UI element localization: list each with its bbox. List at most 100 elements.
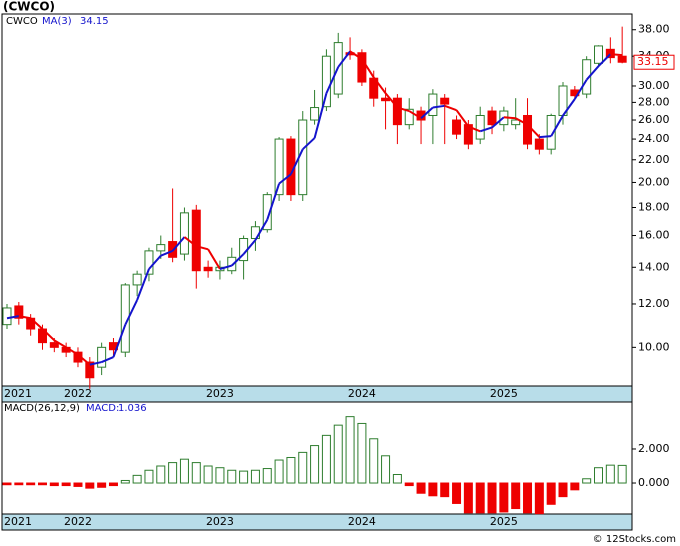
macd-bar <box>168 462 178 484</box>
ma-segment <box>515 117 528 126</box>
y-tick-label: 24.00 <box>638 132 670 145</box>
x-tick-label: 2021 <box>4 387 32 400</box>
macd-bar <box>582 478 592 484</box>
candle-body <box>381 97 391 102</box>
candle-body <box>392 97 402 126</box>
macd-label: MACD: <box>86 403 119 414</box>
macd-bar <box>463 482 473 514</box>
candle-body <box>617 55 627 63</box>
macd-bar <box>369 438 379 484</box>
ma-segment <box>397 106 410 113</box>
y-tick-label: 10.00 <box>638 340 670 353</box>
ma-segment <box>53 339 67 349</box>
ma-segment <box>136 268 150 301</box>
y-tick-label: 14.00 <box>638 260 670 273</box>
ma-segment <box>254 219 269 241</box>
macd-bar <box>97 482 107 488</box>
macd-bar <box>37 482 47 486</box>
macd-bar <box>227 469 237 484</box>
x-tick-label: 2023 <box>206 515 234 528</box>
ma-segment <box>573 79 588 100</box>
footer: © 12Stocks.com <box>593 534 676 545</box>
ma-segment <box>290 148 304 175</box>
candle-body <box>475 114 485 140</box>
ma-segment <box>455 109 470 128</box>
candle-body <box>357 52 367 83</box>
x-tick-label: 2024 <box>348 515 376 528</box>
ma-segment <box>101 356 114 363</box>
macd-bar <box>203 465 213 484</box>
macd-bar <box>61 482 71 487</box>
macd-bar <box>475 482 485 514</box>
ma-legend: MA(3) <box>42 16 72 27</box>
macd-bar <box>144 469 154 484</box>
y-tick-label: 0.000 <box>638 476 670 489</box>
macd-value: 1.036 <box>118 403 147 414</box>
ma-segment <box>597 53 612 67</box>
candle-body <box>605 48 615 59</box>
ma-segment <box>467 125 481 133</box>
ma-segment <box>325 66 340 94</box>
x-tick-label: 2022 <box>64 387 92 400</box>
macd-bar <box>85 482 95 489</box>
ma-segment <box>372 76 387 94</box>
candle-body <box>156 244 166 252</box>
frame <box>1 13 633 531</box>
chart-title: (CWCO) <box>3 0 55 14</box>
ma-segment <box>278 173 292 185</box>
x-tick-label: 2025 <box>490 515 518 528</box>
macd-bar <box>333 424 343 484</box>
macd-bar <box>617 464 627 484</box>
macd-bar <box>428 482 438 497</box>
ma-segment <box>313 92 328 139</box>
macd-bar <box>73 482 83 487</box>
macd-bar <box>558 482 568 498</box>
ma-value: 34.15 <box>80 16 109 27</box>
macd-bar <box>534 482 544 515</box>
macd-bar <box>605 464 615 484</box>
candle-body <box>546 114 556 150</box>
candle-body <box>97 346 107 368</box>
macd-bar <box>14 482 24 486</box>
ma-segment <box>479 126 493 133</box>
ma-segment <box>77 353 91 366</box>
macd-bar <box>357 422 367 484</box>
macd-bar <box>452 482 462 504</box>
candle-body <box>85 361 95 379</box>
ma-segment <box>349 50 363 60</box>
macd-bar <box>215 467 225 484</box>
macd-title: MACD(26,12,9) <box>4 403 80 414</box>
candle-body <box>582 59 592 95</box>
candle-body <box>534 138 544 150</box>
macd-bar <box>392 474 402 484</box>
candle-body <box>310 107 320 121</box>
y-tick-label: 18.00 <box>638 201 670 214</box>
ma-segment <box>219 264 233 270</box>
y-tick-label: 38.00 <box>638 23 670 36</box>
macd-bar <box>511 482 521 510</box>
ma-segment <box>610 53 623 57</box>
ma-segment <box>207 248 221 270</box>
macd-bar <box>523 482 533 514</box>
macd-bar <box>156 465 166 484</box>
macd-bar <box>298 451 308 484</box>
date-strip <box>1 385 633 403</box>
candle-body <box>594 45 603 64</box>
y-tick-label: 26.00 <box>638 113 670 126</box>
x-tick-label: 2021 <box>4 515 32 528</box>
y-tick-label: 22.00 <box>638 153 670 166</box>
macd-bar <box>416 482 426 494</box>
symbol: CWCO <box>6 16 38 27</box>
ma-segment <box>65 346 79 356</box>
candle-body <box>452 119 462 135</box>
candle-body <box>191 209 201 272</box>
candle-body <box>511 119 521 126</box>
candle-body <box>49 342 59 348</box>
ma-segment <box>444 104 457 112</box>
ma-segment <box>432 104 445 109</box>
candle-body <box>227 256 237 272</box>
macd-bar <box>570 482 580 491</box>
last-price-box <box>633 54 675 70</box>
x-tick-label: 2024 <box>348 387 376 400</box>
macd-bar <box>487 482 497 514</box>
